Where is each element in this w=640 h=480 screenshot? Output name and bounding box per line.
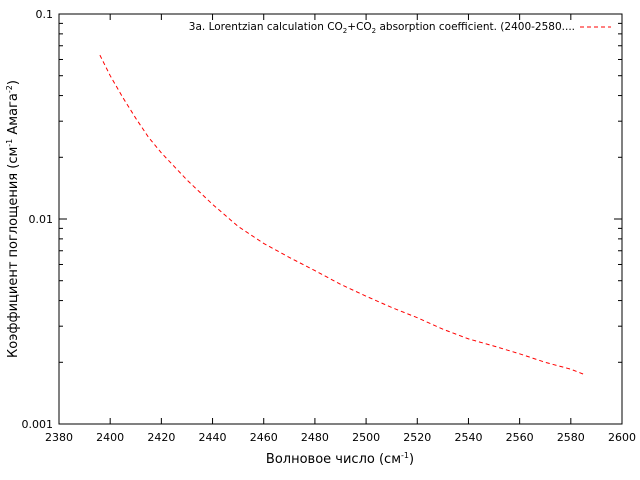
legend-label: 3a. Lorentzian calculation CO2+CO2 absor… — [189, 21, 575, 35]
series-line — [99, 54, 584, 375]
x-tick-label: 2440 — [199, 431, 227, 444]
y-axis: 0.001 0.01 0.1 — [22, 8, 622, 431]
y-tick-label: 0.1 — [36, 8, 54, 21]
x-tick-label: 2460 — [250, 431, 278, 444]
x-tick-label: 2500 — [352, 431, 380, 444]
y-axis-title: Коэффициент поглощения (см-1 Амага-2) — [5, 80, 21, 358]
x-tick-label: 2480 — [301, 431, 329, 444]
x-tick-label: 2600 — [608, 431, 636, 444]
legend: 3a. Lorentzian calculation CO2+CO2 absor… — [189, 21, 611, 35]
x-tick-label: 2520 — [403, 431, 431, 444]
x-tick-label: 2540 — [454, 431, 482, 444]
series-layer — [99, 54, 584, 375]
x-tick-label: 2380 — [45, 431, 73, 444]
plot-frame — [58, 13, 623, 425]
x-tick-label: 2400 — [96, 431, 124, 444]
x-axis: 2380 2400 2420 2440 2460 2480 2500 2520 2540 2560… — [45, 14, 636, 444]
y-tick-label: 0.001 — [22, 418, 54, 431]
x-tick-label: 2560 — [506, 431, 534, 444]
x-tick-label: 2420 — [147, 431, 175, 444]
x-axis-title: Волновое число (см-1) — [266, 451, 414, 467]
x-tick-label: 2580 — [557, 431, 585, 444]
y-tick-label: 0.01 — [29, 213, 54, 226]
